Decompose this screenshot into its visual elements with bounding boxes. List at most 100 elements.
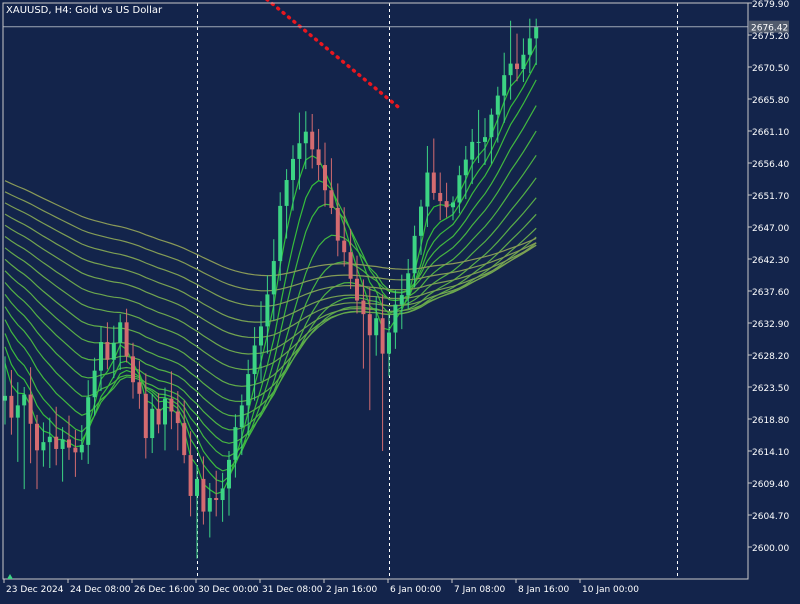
candle-bearish	[105, 322, 110, 370]
candles	[3, 18, 539, 559]
candle-bearish	[54, 406, 59, 466]
candle-body	[316, 149, 321, 166]
candle-body	[169, 398, 174, 412]
candle-bullish	[163, 387, 167, 451]
y-tick-label: 2628.20	[752, 352, 789, 362]
candle-bullish	[227, 451, 231, 516]
candle-body	[387, 332, 391, 354]
candle-bearish	[201, 456, 206, 525]
candle-body	[79, 444, 84, 453]
candle-bullish	[99, 326, 103, 392]
candle-bullish	[79, 425, 84, 460]
candle-body	[476, 141, 481, 143]
candle-body	[124, 322, 129, 357]
candle-bearish	[67, 415, 71, 460]
candle-bullish	[399, 274, 404, 330]
candle-bearish	[335, 183, 340, 257]
candle-body	[284, 180, 289, 206]
candle-body	[342, 240, 347, 253]
candle-bullish	[470, 128, 475, 185]
candle-bullish	[374, 296, 379, 356]
x-tick-label: 10 Jan 00:00	[582, 585, 639, 595]
y-tick-label: 2675.20	[752, 32, 789, 42]
candle-bullish	[412, 225, 417, 288]
candle-bearish	[156, 393, 161, 434]
candle-bearish	[175, 391, 180, 451]
candle-bullish	[195, 465, 199, 559]
x-tick-label: 2 Jan 16:00	[326, 585, 378, 595]
candle-body	[335, 207, 340, 241]
candle-bullish	[297, 112, 302, 190]
candle-bullish	[284, 169, 289, 239]
candle-bullish	[303, 111, 308, 170]
candle-body	[105, 342, 110, 360]
ma-line	[4, 191, 537, 292]
candle-bearish	[323, 142, 327, 207]
candle-bullish	[118, 314, 123, 370]
x-tick-label: 30 Dec 00:00	[198, 585, 259, 595]
candle-body	[495, 95, 500, 115]
x-tick-label: 23 Dec 2024	[6, 585, 64, 595]
candle-body	[195, 478, 199, 496]
candle-body	[297, 143, 302, 159]
y-tick-label: 2609.40	[752, 480, 789, 490]
candle-body	[355, 278, 359, 301]
bar-marker-icon	[7, 574, 13, 579]
candle-bearish	[214, 470, 219, 517]
candle-body	[131, 356, 135, 383]
candle-bullish	[246, 359, 251, 436]
candle-bullish	[252, 327, 257, 401]
candle-bearish	[35, 414, 39, 490]
candle-body	[412, 235, 417, 274]
time-axis[interactable]: 23 Dec 2024 24 Dec 08:00 26 Dec 16:00 30 De…	[3, 574, 639, 595]
candle-bullish	[265, 275, 270, 354]
candle-bullish	[86, 380, 91, 464]
candle-bearish	[444, 182, 449, 218]
candle-body	[150, 408, 155, 439]
price-axis[interactable]: 2679.90 2675.20 2670.50 2665.80 2661.10 2656.…	[748, 0, 789, 554]
candle-body	[406, 273, 411, 296]
candle-body	[41, 442, 46, 451]
candle-bullish	[291, 145, 295, 211]
ma-line	[4, 224, 537, 339]
y-tick-label: 2647.00	[752, 224, 789, 234]
candle-bearish	[361, 279, 366, 369]
ma-line	[4, 202, 537, 307]
y-tick-label: 2632.90	[752, 320, 789, 330]
x-tick-label: 6 Jan 00:00	[390, 585, 442, 595]
candle-body	[111, 342, 116, 360]
candle-bearish	[515, 33, 519, 82]
candle-body	[175, 411, 180, 424]
ma-line	[4, 213, 537, 387]
candle-bearish	[316, 128, 321, 181]
y-tick-label: 2604.70	[752, 512, 789, 522]
y-tick-label: 2651.70	[752, 192, 789, 202]
candle-body	[265, 294, 270, 327]
candle-body	[502, 75, 507, 96]
chart-title: XAUUSD, H4: Gold vs US Dollar	[6, 5, 163, 16]
candle-body	[86, 397, 91, 445]
candle-body	[521, 54, 526, 70]
candle-bullish	[47, 417, 52, 469]
candle-body	[361, 300, 366, 315]
candle-bullish	[521, 38, 526, 82]
current-price-label: 2676.42	[751, 24, 788, 34]
y-tick-label: 2656.40	[752, 160, 789, 170]
y-tick-label: 2642.30	[752, 256, 789, 266]
x-tick-label: 26 Dec 16:00	[134, 585, 195, 595]
candle-body	[419, 206, 423, 236]
candle-bearish	[137, 361, 142, 409]
trendline-group[interactable]	[229, 0, 404, 112]
candle-bearish	[310, 113, 315, 169]
candle-body	[438, 192, 443, 202]
candle-bullish	[527, 18, 532, 74]
y-tick-label: 2614.10	[752, 448, 789, 458]
candle-body	[233, 427, 238, 460]
candle-body	[47, 436, 52, 443]
candle-body	[227, 459, 231, 489]
candle-body	[489, 114, 494, 138]
candle-bearish	[9, 369, 14, 435]
trendline[interactable]	[229, 0, 404, 112]
